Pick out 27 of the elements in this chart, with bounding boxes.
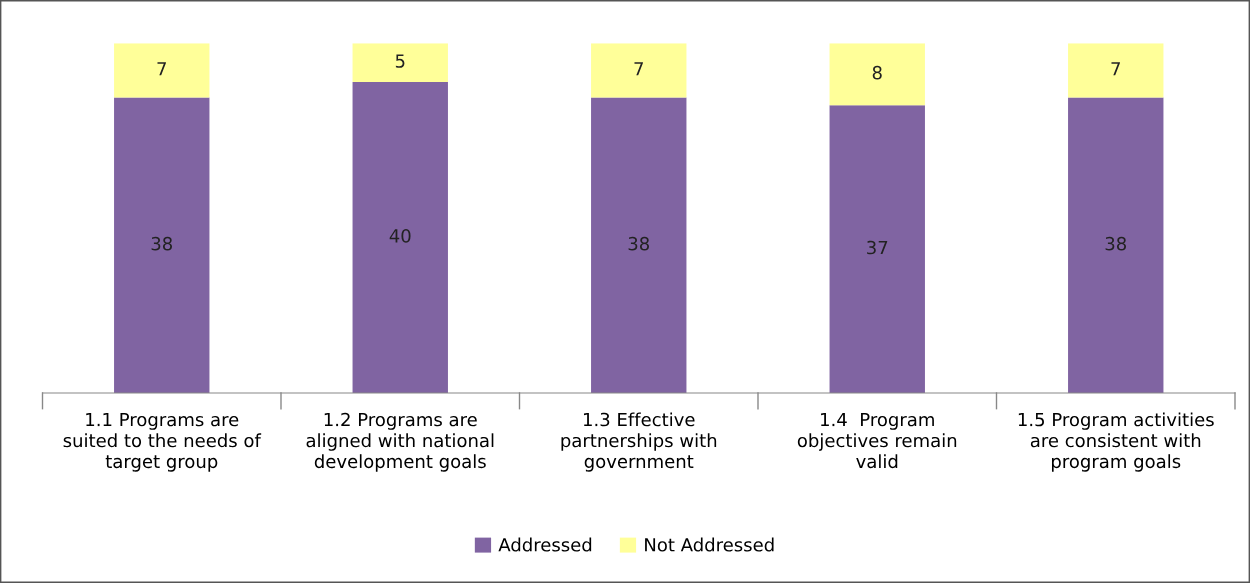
bar — [591, 97, 687, 393]
data-label: 7 — [634, 62, 643, 76]
data-label: 40 — [389, 229, 411, 243]
x-tick-label: 1.3 Effective partnerships with government — [561, 412, 717, 472]
bar — [591, 43, 687, 98]
x-tick-label: 1.5 Program activities are consistent with program goals — [1018, 412, 1214, 472]
bar — [829, 43, 925, 106]
bar — [1068, 43, 1164, 98]
data-label: 7 — [1111, 62, 1120, 76]
data-label: 8 — [872, 65, 882, 80]
bar — [114, 97, 210, 393]
data-label: 38 — [628, 236, 649, 251]
legend-label: Not Addressed — [645, 537, 774, 552]
legend-label: Addressed — [498, 537, 592, 552]
data-label: 5 — [395, 54, 405, 68]
x-tick-label: 1.1 Programs are suited to the needs of target group — [63, 412, 262, 472]
bar — [114, 43, 210, 98]
bar — [1068, 97, 1164, 393]
x-tick-label: 1.2 Programs are aligned with national development goals — [306, 412, 494, 472]
bar — [829, 105, 925, 393]
data-label: 38 — [1105, 236, 1126, 251]
data-label: 37 — [867, 240, 888, 255]
x-tick-label: 1.4 Program objectives remain valid — [797, 412, 957, 469]
data-label: 7 — [157, 62, 166, 76]
bar — [352, 43, 448, 83]
bar — [352, 82, 448, 393]
data-label: 38 — [151, 236, 172, 251]
